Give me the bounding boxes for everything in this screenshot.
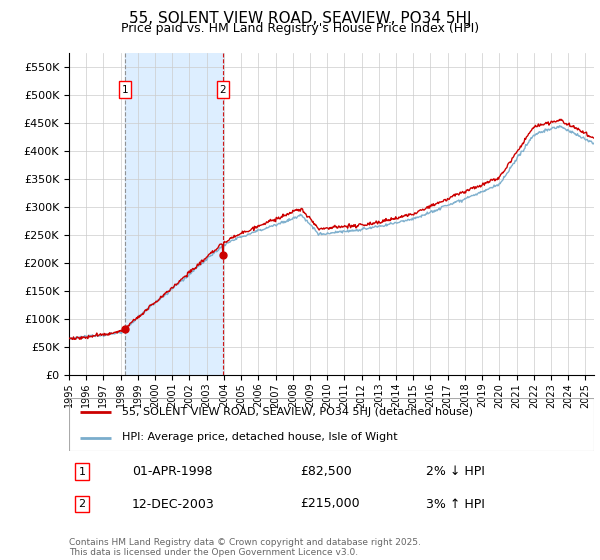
Text: 01-APR-1998: 01-APR-1998: [132, 465, 212, 478]
Text: £215,000: £215,000: [300, 497, 359, 511]
Text: Contains HM Land Registry data © Crown copyright and database right 2025.
This d: Contains HM Land Registry data © Crown c…: [69, 538, 421, 557]
Text: 1: 1: [79, 467, 86, 477]
Bar: [125, 53, 223, 375]
Text: 1: 1: [122, 85, 128, 95]
Text: 2: 2: [79, 499, 86, 509]
Text: 3% ↑ HPI: 3% ↑ HPI: [426, 497, 485, 511]
Text: £82,500: £82,500: [300, 465, 352, 478]
Text: 2: 2: [220, 85, 226, 95]
Text: 55, SOLENT VIEW ROAD, SEAVIEW, PO34 5HJ (detached house): 55, SOLENT VIEW ROAD, SEAVIEW, PO34 5HJ …: [121, 408, 473, 418]
Text: 12-DEC-2003: 12-DEC-2003: [132, 497, 215, 511]
Text: HPI: Average price, detached house, Isle of Wight: HPI: Average price, detached house, Isle…: [121, 432, 397, 442]
Text: 55, SOLENT VIEW ROAD, SEAVIEW, PO34 5HJ: 55, SOLENT VIEW ROAD, SEAVIEW, PO34 5HJ: [129, 11, 471, 26]
Text: 2% ↓ HPI: 2% ↓ HPI: [426, 465, 485, 478]
Text: Price paid vs. HM Land Registry's House Price Index (HPI): Price paid vs. HM Land Registry's House …: [121, 22, 479, 35]
